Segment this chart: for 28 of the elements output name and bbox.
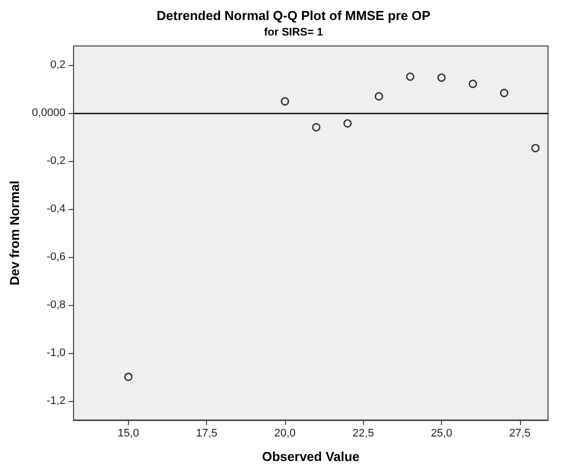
point xyxy=(374,92,384,100)
y-tick-label: -0,2 xyxy=(46,155,66,168)
y-tick-label: -1,2 xyxy=(46,394,66,407)
x-tick-label: 22,5 xyxy=(352,428,374,440)
point xyxy=(312,123,320,132)
x-tick-label: 27,5 xyxy=(509,428,531,440)
y-axis-title: Dev from Normal xyxy=(7,180,22,286)
x-tick-label: 17,5 xyxy=(196,428,218,440)
y-tick-label: 0,2 xyxy=(50,59,66,72)
chart-subtitle: for SIRS= 1 xyxy=(264,26,323,38)
y-tick-label: -1,0 xyxy=(46,346,66,359)
point xyxy=(124,372,132,381)
x-tick-label: 25,0 xyxy=(430,428,452,440)
chart-title: Detrended Normal Q-Q Plot of MMSE pre OP xyxy=(156,8,431,23)
point xyxy=(406,72,414,81)
x-tick-label: 20,0 xyxy=(274,428,296,440)
y-tick-label: 0,0000 xyxy=(32,107,66,120)
x-axis-title: Observed Value xyxy=(262,449,360,464)
y-tick-label: -0,4 xyxy=(46,203,66,216)
y-tick-label: -0,6 xyxy=(46,250,66,263)
point xyxy=(437,74,446,82)
point xyxy=(531,144,540,152)
point xyxy=(343,119,352,128)
x-tick-label: 15,0 xyxy=(118,428,140,440)
point xyxy=(468,80,477,88)
point xyxy=(280,97,290,106)
y-tick-label: -0,8 xyxy=(46,298,66,311)
point xyxy=(500,88,508,98)
